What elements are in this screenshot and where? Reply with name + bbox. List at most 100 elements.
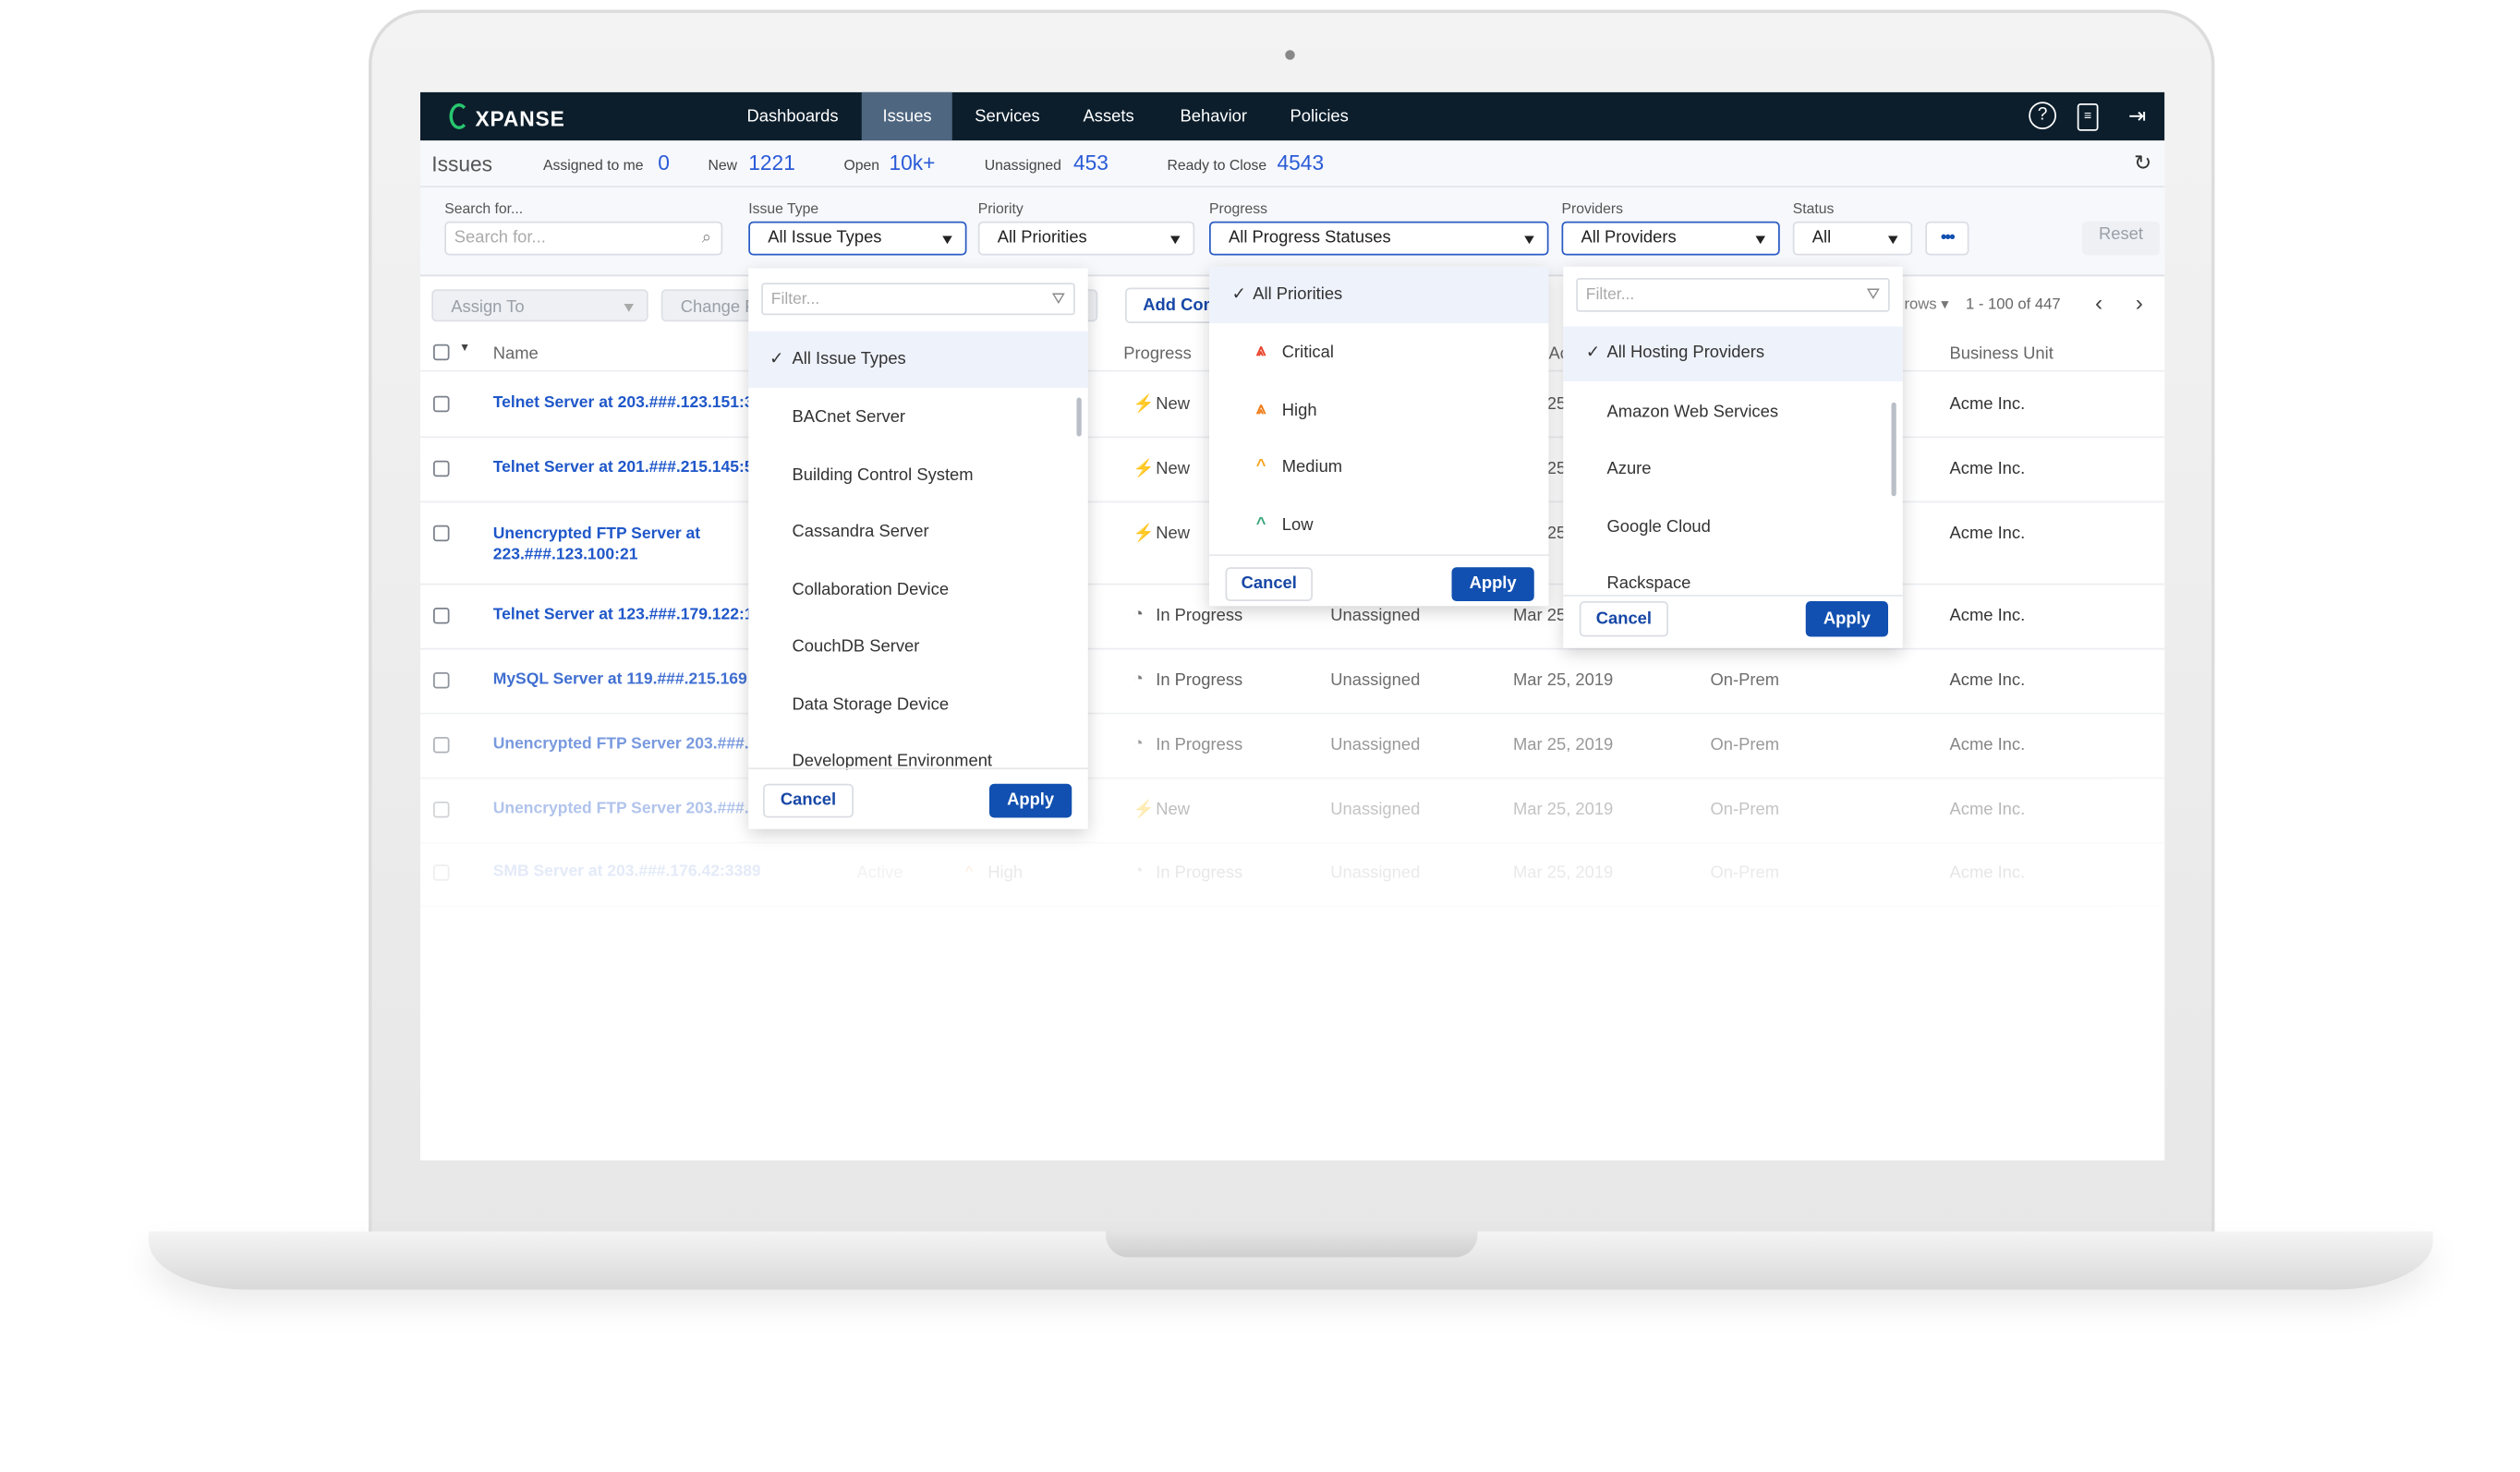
issue-type-select[interactable]: All Issue Types bbox=[748, 221, 967, 256]
provider-option[interactable]: Google Cloud bbox=[1606, 516, 1711, 537]
issue-name-link[interactable]: Unencrypted FTP Server 203.###.17 bbox=[492, 735, 760, 754]
column-business-unit[interactable]: Business Unit bbox=[1949, 344, 2054, 364]
priority-option[interactable]: Low bbox=[1281, 514, 1314, 535]
issue-type-filter-input[interactable]: Filter... ⛛ bbox=[761, 283, 1075, 316]
row-checkbox[interactable] bbox=[433, 608, 450, 624]
issue-name-link[interactable]: SMB Server at 203.###.176.42:3389 bbox=[492, 863, 760, 881]
new-count[interactable]: 1221 bbox=[748, 150, 795, 175]
business-unit-cell: Acme Inc. bbox=[1949, 670, 2026, 691]
row-checkbox[interactable] bbox=[433, 395, 450, 413]
progress-cell: In Progress bbox=[1156, 670, 1243, 691]
xpanse-logo[interactable]: XPANSE bbox=[449, 103, 565, 131]
clock-icon: ◔ bbox=[1133, 669, 1144, 689]
issue-type-option[interactable]: Development Environment bbox=[792, 751, 993, 771]
option-label: All Priorities bbox=[1253, 284, 1343, 304]
issue-type-option[interactable]: BACnet Server bbox=[792, 407, 906, 427]
unassigned-count[interactable]: 453 bbox=[1073, 150, 1109, 175]
nav-behavior[interactable]: Behavior bbox=[1180, 106, 1248, 127]
issue-type-option[interactable]: Building Control System bbox=[792, 465, 974, 485]
business-unit-cell: Acme Inc. bbox=[1949, 863, 2026, 883]
scrollbar[interactable] bbox=[1891, 402, 1896, 497]
provider-cell: On-Prem bbox=[1710, 800, 1780, 820]
provider-option[interactable]: Azure bbox=[1606, 459, 1652, 479]
priority-high-icon: ^ bbox=[964, 863, 974, 883]
cancel-button[interactable]: Cancel bbox=[763, 783, 854, 818]
priority-medium-icon: ^ bbox=[1255, 455, 1266, 476]
selected-option[interactable]: ✓ All Issue Types bbox=[748, 331, 1088, 388]
progress-cell: In Progress bbox=[1156, 735, 1243, 755]
status-value: All bbox=[1811, 227, 1832, 247]
date-cell: Mar 25, 2019 bbox=[1513, 800, 1614, 820]
priority-option[interactable]: Critical bbox=[1281, 343, 1334, 362]
issue-name-link[interactable]: MySQL Server at 119.###.215.169:4 bbox=[492, 670, 760, 689]
rows-per-page[interactable]: rows ▾ bbox=[1904, 296, 1949, 314]
scrollbar[interactable] bbox=[1076, 397, 1082, 437]
cancel-button[interactable]: Cancel bbox=[1579, 601, 1668, 637]
selected-option[interactable]: ✓ All Hosting Providers bbox=[1563, 326, 1903, 381]
status-select[interactable]: All bbox=[1792, 221, 1913, 256]
logout-icon[interactable]: ⇥ bbox=[2127, 103, 2147, 128]
issue-type-option[interactable]: CouchDB Server bbox=[792, 636, 920, 657]
nav-assets[interactable]: Assets bbox=[1083, 106, 1134, 127]
search-input[interactable]: Search for... ⌕ bbox=[444, 221, 723, 256]
issue-name-link[interactable]: Telnet Server at 203.###.123.151:3 bbox=[492, 394, 754, 413]
progress-cell: New bbox=[1156, 394, 1191, 414]
priority-option[interactable]: High bbox=[1281, 400, 1317, 420]
assign-to-button[interactable]: Assign To bbox=[431, 289, 648, 322]
select-menu-caret-icon[interactable]: ▼ bbox=[459, 343, 471, 355]
assignee-cell: Unassigned bbox=[1330, 606, 1421, 626]
select-all-checkbox[interactable] bbox=[433, 344, 450, 361]
row-checkbox[interactable] bbox=[433, 737, 450, 754]
row-checkbox[interactable] bbox=[433, 525, 450, 542]
nav-policies[interactable]: Policies bbox=[1290, 106, 1349, 127]
issue-type-value: All Issue Types bbox=[768, 227, 882, 247]
issue-name-link[interactable]: Unencrypted FTP Server 203.###.10 bbox=[492, 800, 760, 818]
column-name[interactable]: Name bbox=[492, 344, 539, 364]
more-filters-button[interactable]: ••• bbox=[1925, 221, 1969, 256]
progress-cell: In Progress bbox=[1156, 863, 1243, 883]
next-page-icon[interactable]: › bbox=[2135, 289, 2143, 316]
provider-option[interactable]: Rackspace bbox=[1606, 573, 1691, 594]
issue-name-link[interactable]: Telnet Server at 201.###.215.145:5 bbox=[492, 459, 754, 477]
progress-select[interactable]: All Progress Statuses bbox=[1209, 221, 1549, 256]
cancel-button[interactable]: Cancel bbox=[1225, 567, 1313, 601]
providers-filter-input[interactable]: Filter... ⛛ bbox=[1576, 278, 1890, 312]
row-checkbox[interactable] bbox=[433, 802, 450, 818]
assigned-count[interactable]: 0 bbox=[658, 150, 670, 175]
business-unit-cell: Acme Inc. bbox=[1949, 524, 2026, 543]
priority-select[interactable]: All Priorities bbox=[977, 221, 1195, 256]
apply-button[interactable]: Apply bbox=[989, 783, 1072, 818]
footer-divider bbox=[1563, 595, 1903, 597]
chevron-down-icon bbox=[1888, 235, 1898, 245]
nav-issues[interactable]: Issues bbox=[861, 91, 953, 141]
issue-type-option[interactable]: Cassandra Server bbox=[792, 522, 929, 542]
apply-button[interactable]: Apply bbox=[1451, 567, 1534, 601]
issue-type-option[interactable]: Data Storage Device bbox=[792, 694, 950, 714]
refresh-icon[interactable]: ↻ bbox=[2134, 150, 2152, 175]
date-cell: Mar 25, 2019 bbox=[1513, 863, 1614, 883]
selected-option[interactable]: ✓ All Priorities bbox=[1209, 266, 1549, 323]
document-icon[interactable]: ≡ bbox=[2077, 103, 2099, 131]
apply-button[interactable]: Apply bbox=[1805, 601, 1888, 637]
issue-name-link[interactable]: Unencrypted FTP Server at 223.###.123.10… bbox=[492, 525, 701, 564]
nav-services[interactable]: Services bbox=[975, 106, 1040, 127]
row-checkbox[interactable] bbox=[433, 460, 450, 477]
business-unit-cell: Acme Inc. bbox=[1949, 735, 2026, 755]
help-icon[interactable]: ? bbox=[2029, 102, 2056, 129]
issue-type-option[interactable]: Collaboration Device bbox=[792, 579, 950, 599]
provider-option[interactable]: Amazon Web Services bbox=[1606, 402, 1779, 422]
reset-button[interactable]: Reset bbox=[2082, 221, 2160, 256]
progress-cell: New bbox=[1156, 524, 1191, 543]
prev-page-icon[interactable]: ‹ bbox=[2095, 289, 2103, 316]
ready-count[interactable]: 4543 bbox=[1277, 150, 1325, 175]
priority-option[interactable]: Medium bbox=[1281, 457, 1343, 477]
issue-name-link[interactable]: Telnet Server at 123.###.179.122:1 bbox=[492, 606, 754, 624]
column-progress[interactable]: Progress bbox=[1123, 344, 1192, 364]
open-count[interactable]: 10k+ bbox=[889, 150, 936, 175]
providers-value: All Providers bbox=[1581, 227, 1677, 247]
row-checkbox[interactable] bbox=[433, 864, 450, 881]
row-checkbox[interactable] bbox=[433, 672, 450, 689]
priority-dropdown: ✓ All Priorities ⩓ Critical ⩓ High ^ Medium ^ L… bbox=[1209, 266, 1549, 607]
nav-dashboards[interactable]: Dashboards bbox=[746, 106, 839, 127]
providers-select[interactable]: All Providers bbox=[1561, 221, 1780, 256]
